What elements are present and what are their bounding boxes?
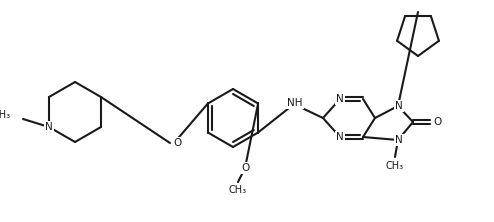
Text: O: O <box>241 163 249 173</box>
Text: CH₃: CH₃ <box>229 185 247 195</box>
Text: CH₃: CH₃ <box>386 161 404 171</box>
Text: CH₃: CH₃ <box>0 110 11 120</box>
Text: N: N <box>395 135 403 145</box>
Text: N: N <box>336 94 344 104</box>
Text: N: N <box>45 122 53 132</box>
Text: NH: NH <box>287 98 303 108</box>
Text: N: N <box>395 101 403 111</box>
Text: O: O <box>433 117 441 127</box>
Text: N: N <box>336 132 344 142</box>
Text: O: O <box>173 138 181 148</box>
